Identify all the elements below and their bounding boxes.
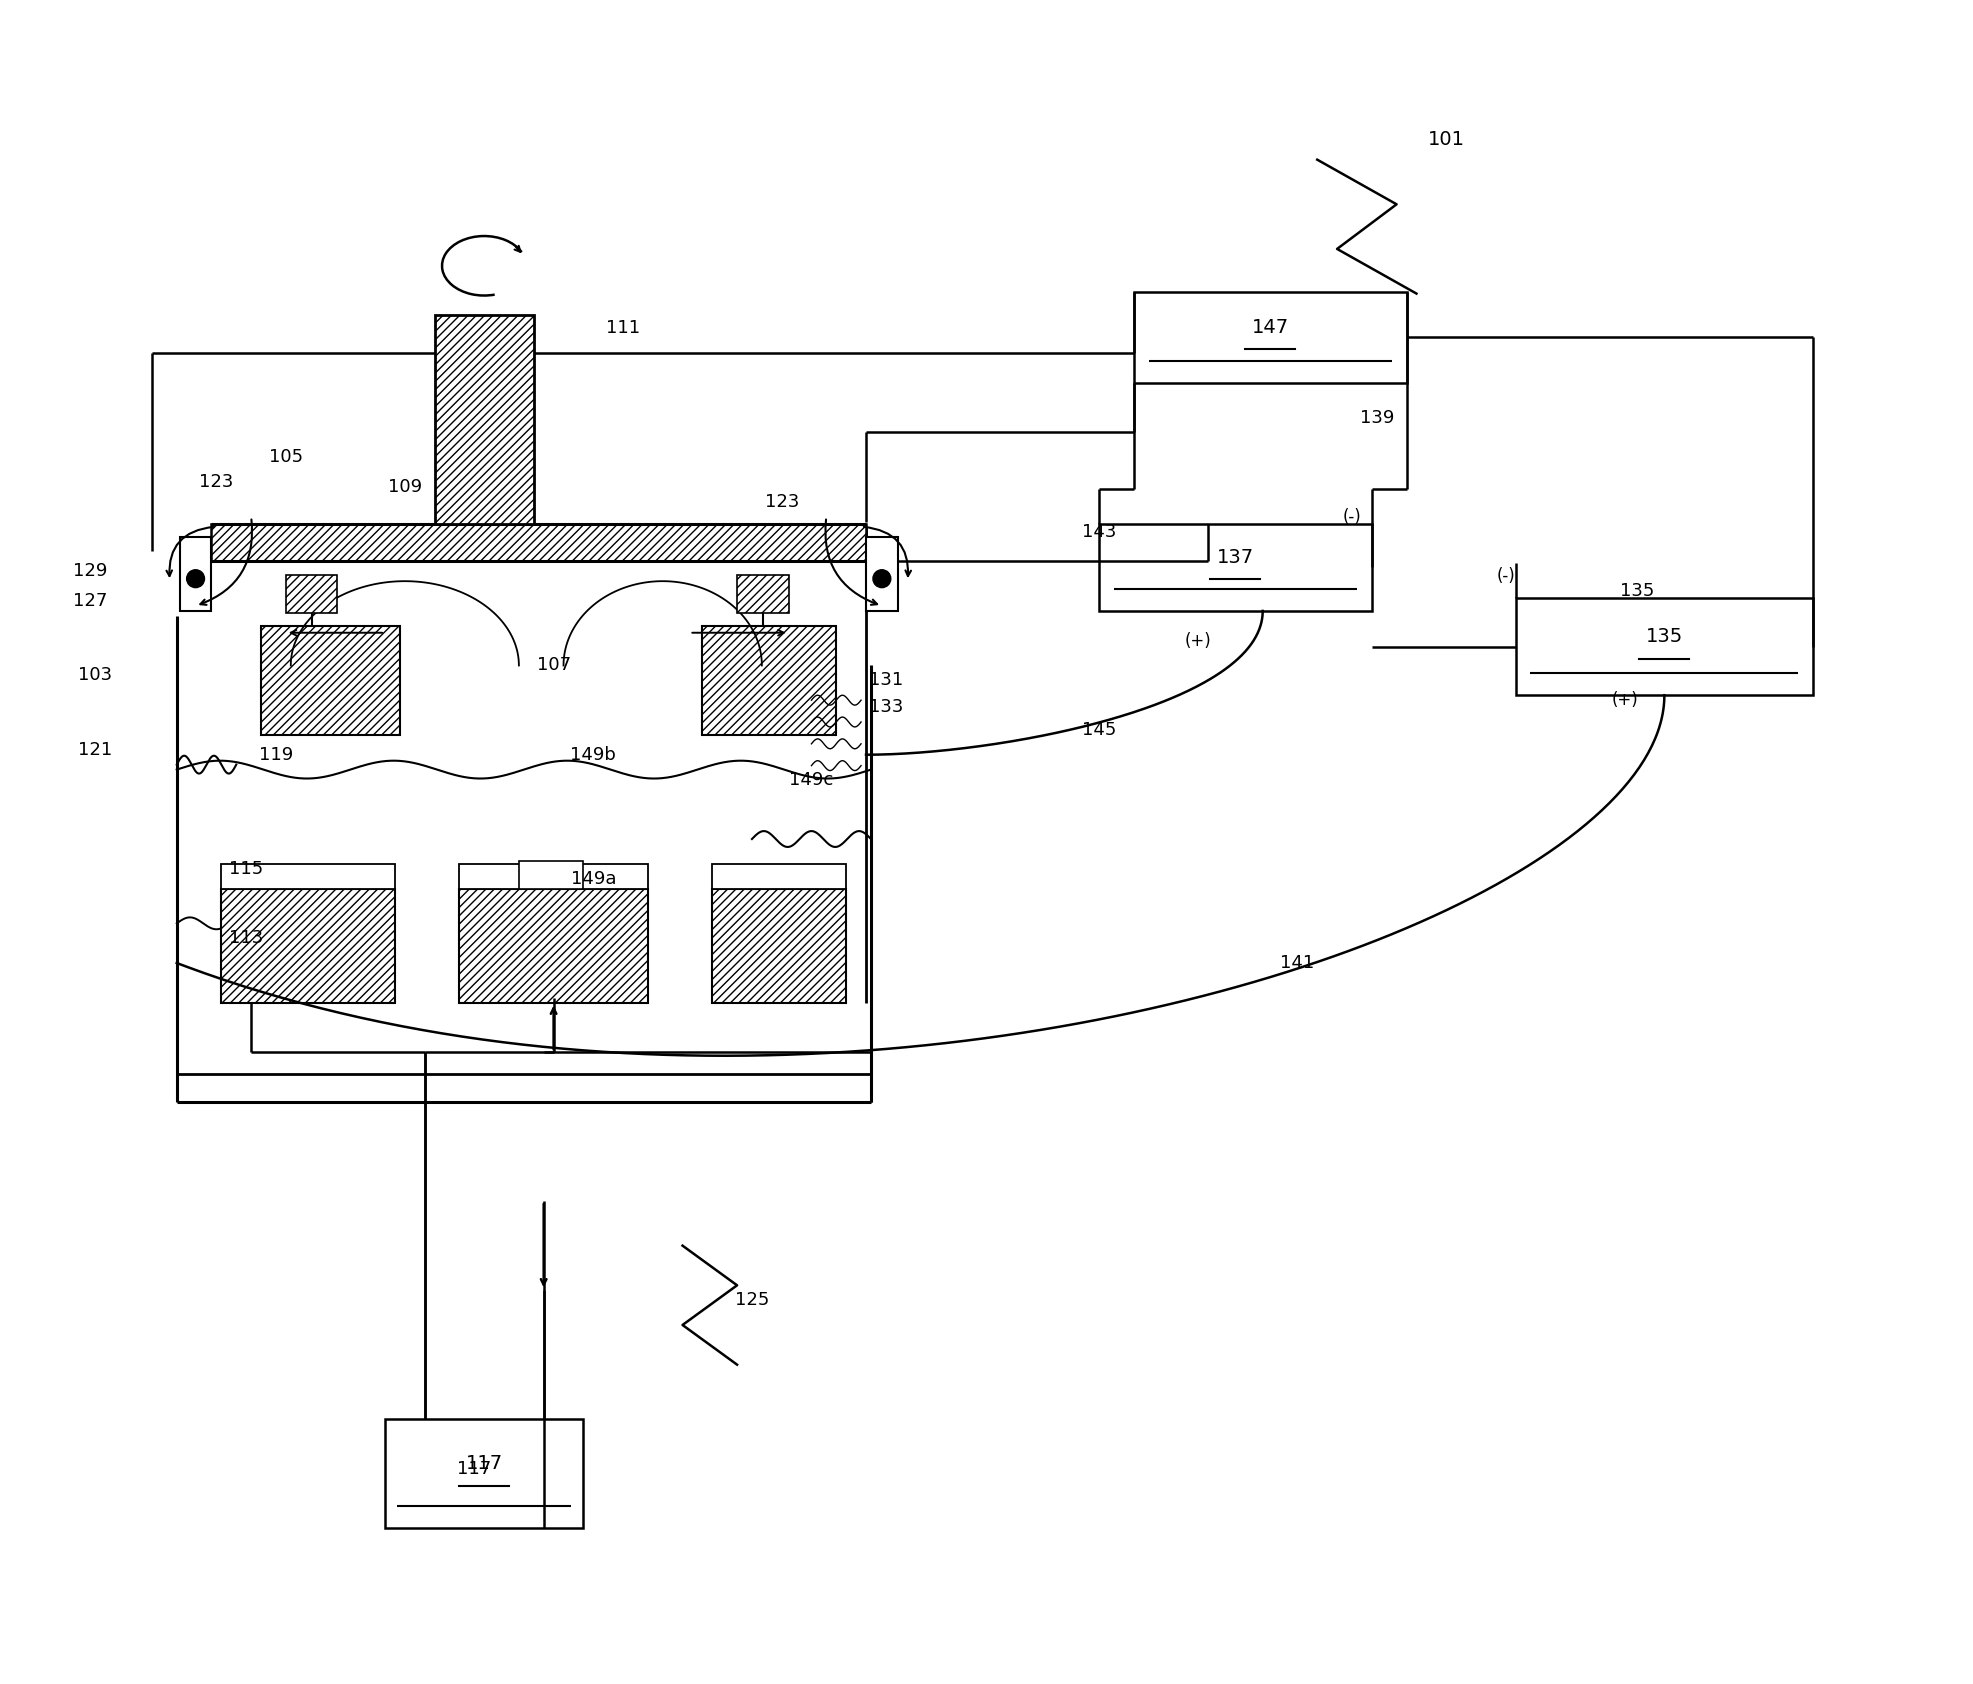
Text: 115: 115 xyxy=(229,861,262,877)
Text: 149c: 149c xyxy=(789,771,833,788)
Bar xyxy=(712,889,846,1002)
Bar xyxy=(1133,291,1407,382)
Text: 101: 101 xyxy=(1426,130,1464,150)
Text: 137: 137 xyxy=(1215,547,1253,568)
Text: 105: 105 xyxy=(268,448,302,466)
Text: (+): (+) xyxy=(1184,632,1211,650)
Circle shape xyxy=(872,569,890,588)
Text: 103: 103 xyxy=(79,667,112,684)
Bar xyxy=(1515,598,1813,695)
Text: 123: 123 xyxy=(764,493,799,510)
Text: 133: 133 xyxy=(868,699,902,716)
Text: 117: 117 xyxy=(466,1455,503,1474)
Bar xyxy=(385,1420,584,1529)
Text: 127: 127 xyxy=(73,593,107,610)
Bar xyxy=(211,524,866,561)
Text: 117: 117 xyxy=(458,1460,491,1479)
Bar xyxy=(286,576,337,613)
Bar xyxy=(221,864,395,889)
Text: (-): (-) xyxy=(1342,507,1361,525)
Bar xyxy=(712,864,846,889)
Circle shape xyxy=(187,569,205,588)
Text: 131: 131 xyxy=(868,672,902,689)
Text: 111: 111 xyxy=(606,320,639,337)
Text: 109: 109 xyxy=(387,478,422,497)
Text: 121: 121 xyxy=(79,741,112,759)
Text: 139: 139 xyxy=(1359,409,1393,426)
Text: 107: 107 xyxy=(537,657,570,675)
Text: 125: 125 xyxy=(734,1292,769,1308)
Text: 145: 145 xyxy=(1081,721,1115,739)
Text: 143: 143 xyxy=(1081,522,1115,541)
Text: 141: 141 xyxy=(1280,955,1314,972)
Bar xyxy=(866,537,898,611)
Text: 129: 129 xyxy=(73,562,107,581)
Bar xyxy=(460,864,647,889)
Bar xyxy=(460,889,647,1002)
Bar xyxy=(221,889,395,1002)
Text: (+): (+) xyxy=(1610,690,1638,709)
Text: 149a: 149a xyxy=(570,869,616,887)
Bar xyxy=(180,537,211,611)
Text: 113: 113 xyxy=(229,930,262,946)
Bar xyxy=(736,576,789,613)
Bar xyxy=(519,861,584,889)
Text: 135: 135 xyxy=(1645,626,1683,647)
Bar xyxy=(1099,524,1371,611)
Text: 147: 147 xyxy=(1251,318,1288,337)
Bar xyxy=(702,626,837,734)
Text: (-): (-) xyxy=(1496,568,1515,586)
Text: 149b: 149b xyxy=(570,746,616,765)
Bar xyxy=(260,626,401,734)
Text: 119: 119 xyxy=(258,746,292,765)
Text: 135: 135 xyxy=(1620,583,1653,600)
Bar xyxy=(434,315,533,524)
Text: 123: 123 xyxy=(199,473,233,492)
